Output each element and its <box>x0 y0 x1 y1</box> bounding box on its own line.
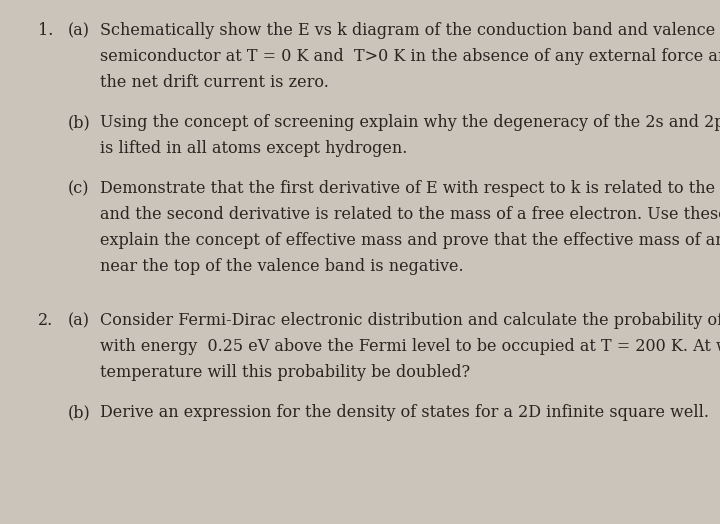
Text: (b): (b) <box>68 404 91 421</box>
Text: is lifted in all atoms except hydrogen.: is lifted in all atoms except hydrogen. <box>100 140 408 157</box>
Text: Demonstrate that the first derivative of E with respect to k is related to the v: Demonstrate that the first derivative of… <box>100 180 720 197</box>
Text: (b): (b) <box>68 114 91 131</box>
Text: (a): (a) <box>68 312 90 329</box>
Text: temperature will this probability be doubled?: temperature will this probability be dou… <box>100 364 470 381</box>
Text: near the top of the valence band is negative.: near the top of the valence band is nega… <box>100 258 464 275</box>
Text: 1.: 1. <box>38 22 53 39</box>
Text: and the second derivative is related to the mass of a free electron. Use these r: and the second derivative is related to … <box>100 206 720 223</box>
Text: Using the concept of screening explain why the degeneracy of the 2s and 2p orbit: Using the concept of screening explain w… <box>100 114 720 131</box>
Text: (c): (c) <box>68 180 89 197</box>
Text: with energy  0.25 eV above the Fermi level to be occupied at T = 200 K. At what: with energy 0.25 eV above the Fermi leve… <box>100 338 720 355</box>
Text: 2.: 2. <box>38 312 53 329</box>
Text: the net drift current is zero.: the net drift current is zero. <box>100 74 329 91</box>
Text: Derive an expression for the density of states for a 2D infinite square well.: Derive an expression for the density of … <box>100 404 709 421</box>
Text: Schematically show the E vs k diagram of the conduction band and valence band of: Schematically show the E vs k diagram of… <box>100 22 720 39</box>
Text: semiconductor at T = 0 K and  T>0 K in the absence of any external force and pro: semiconductor at T = 0 K and T>0 K in th… <box>100 48 720 65</box>
Text: Consider Fermi-Dirac electronic distribution and calculate the probability of a : Consider Fermi-Dirac electronic distribu… <box>100 312 720 329</box>
Text: (a): (a) <box>68 22 90 39</box>
Text: explain the concept of effective mass and prove that the effective mass of an el: explain the concept of effective mass an… <box>100 232 720 249</box>
